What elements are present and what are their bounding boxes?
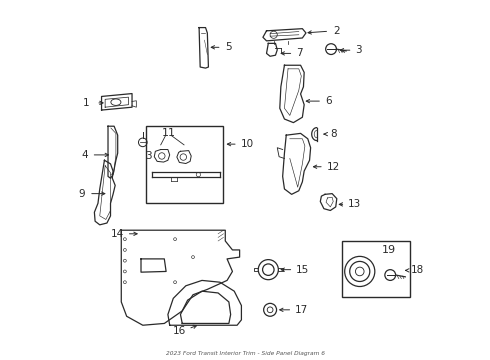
Text: 3: 3: [146, 151, 152, 161]
Text: 4: 4: [81, 150, 88, 160]
Text: 16: 16: [172, 326, 186, 336]
Text: 19: 19: [381, 245, 395, 255]
Text: 2: 2: [333, 26, 340, 36]
Text: 1: 1: [82, 98, 89, 108]
Text: 13: 13: [348, 199, 362, 210]
Text: 5: 5: [225, 42, 232, 52]
Text: 11: 11: [162, 129, 175, 138]
Text: 18: 18: [411, 265, 424, 275]
Text: 10: 10: [240, 139, 253, 149]
Text: 12: 12: [327, 162, 340, 172]
Text: 3: 3: [355, 45, 362, 55]
Text: 14: 14: [111, 229, 124, 239]
Bar: [342, 241, 410, 297]
Bar: [147, 126, 223, 203]
Text: 8: 8: [330, 129, 337, 139]
Text: 7: 7: [296, 48, 303, 58]
Text: 6: 6: [325, 96, 332, 106]
Text: 15: 15: [296, 265, 310, 275]
Text: 9: 9: [79, 189, 85, 199]
Text: 17: 17: [295, 305, 309, 315]
Text: 2023 Ford Transit Interior Trim - Side Panel Diagram 6: 2023 Ford Transit Interior Trim - Side P…: [166, 351, 324, 356]
